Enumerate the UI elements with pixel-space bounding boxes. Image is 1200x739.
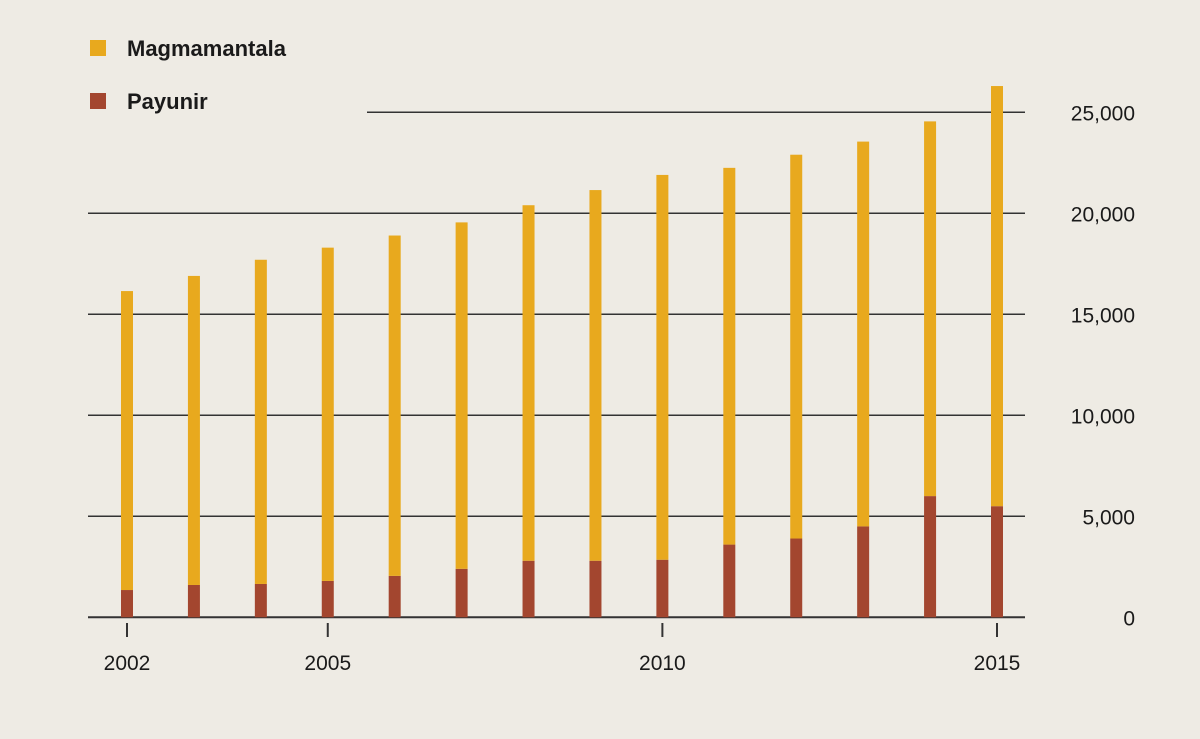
y-tick-label: 10,000 xyxy=(1071,405,1135,428)
bar-magmamantala-2010 xyxy=(656,174,669,560)
x-tick-label: 2005 xyxy=(304,652,351,675)
bar-magmamantala-2004 xyxy=(254,259,267,584)
legend-swatch-magmamantala xyxy=(90,40,106,56)
bar-magmamantala-2003 xyxy=(187,275,200,585)
bar-magmamantala-2008 xyxy=(522,205,535,561)
bar-payunir-2005 xyxy=(321,580,334,618)
bar-payunir-2012 xyxy=(790,538,803,618)
bar-magmamantala-2009 xyxy=(589,190,602,561)
axes: 0 5,000 10,000 15,000 20,000 25,000 2002 2005 20… xyxy=(104,102,1135,675)
bar-payunir-2007 xyxy=(455,568,468,618)
legend-swatch-payunir xyxy=(90,93,106,109)
bar-magmamantala-2014 xyxy=(924,121,937,497)
bar-magmamantala-2011 xyxy=(723,167,736,545)
bar-magmamantala-2002 xyxy=(121,291,133,591)
y-tick-label: 25,000 xyxy=(1071,102,1135,125)
gridlines xyxy=(88,111,1025,619)
bar-payunir-2014 xyxy=(924,496,937,618)
x-tick-label: 2002 xyxy=(104,652,151,675)
y-tick-label: 20,000 xyxy=(1071,203,1135,226)
bar-payunir-2010 xyxy=(656,559,669,618)
y-tick-label: 15,000 xyxy=(1071,304,1135,327)
x-tick-label: 2010 xyxy=(639,652,686,675)
bar-magmamantala-2006 xyxy=(388,235,401,576)
bar-payunir-2015 xyxy=(991,506,1003,618)
legend: Magmamantala Payunir xyxy=(90,36,287,114)
y-tick-label: 0 xyxy=(1123,607,1135,630)
bar-magmamantala-2015 xyxy=(991,86,1003,507)
bar-magmamantala-2007 xyxy=(455,222,468,569)
bar-magmamantala-2012 xyxy=(790,154,803,539)
legend-label-magmamantala: Magmamantala xyxy=(127,36,287,61)
bar-payunir-2004 xyxy=(254,583,267,618)
bar-payunir-2013 xyxy=(857,526,870,618)
y-tick-label: 5,000 xyxy=(1082,506,1135,529)
bar-payunir-2009 xyxy=(589,560,602,618)
legend-label-payunir: Payunir xyxy=(127,89,208,114)
bar-payunir-2003 xyxy=(187,584,200,618)
bar-magmamantala-2005 xyxy=(321,247,334,581)
bar-payunir-2011 xyxy=(723,544,736,618)
bar-payunir-2006 xyxy=(388,575,401,618)
bar-magmamantala-2013 xyxy=(857,141,870,527)
bar-payunir-2002 xyxy=(121,590,133,618)
x-tick-label: 2015 xyxy=(974,652,1021,675)
bar-payunir-2008 xyxy=(522,560,535,618)
bars xyxy=(121,86,1003,618)
